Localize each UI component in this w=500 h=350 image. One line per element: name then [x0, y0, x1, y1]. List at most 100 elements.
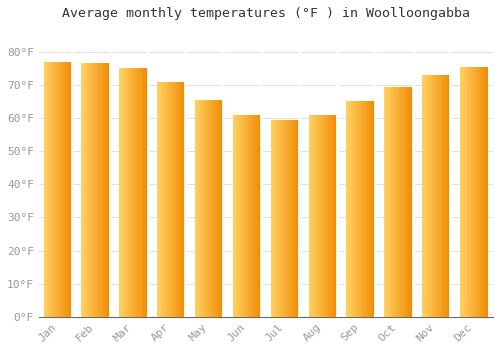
Bar [174, 82, 176, 317]
Bar [204, 100, 205, 317]
Bar [166, 82, 167, 317]
Bar [233, 115, 234, 317]
Bar [176, 82, 177, 317]
Bar [260, 115, 261, 317]
Bar [480, 67, 481, 317]
Bar [434, 75, 435, 317]
Bar [472, 67, 474, 317]
Bar [134, 68, 135, 317]
Bar [442, 75, 444, 317]
Bar [460, 67, 462, 317]
Bar [256, 115, 257, 317]
Bar [104, 63, 106, 317]
Bar [94, 63, 96, 317]
Bar [199, 100, 200, 317]
Bar [254, 115, 256, 317]
Bar [124, 68, 125, 317]
Bar [163, 82, 164, 317]
Bar [48, 62, 49, 317]
Bar [332, 115, 334, 317]
Bar [318, 115, 320, 317]
Bar [463, 67, 464, 317]
Bar [313, 115, 314, 317]
Bar [360, 102, 362, 317]
Bar [370, 102, 372, 317]
Bar [355, 102, 356, 317]
Bar [86, 63, 87, 317]
Bar [70, 62, 72, 317]
Bar [464, 67, 466, 317]
Bar [476, 67, 477, 317]
Bar [467, 67, 468, 317]
Bar [180, 82, 181, 317]
Bar [282, 120, 284, 317]
Bar [354, 102, 355, 317]
Bar [285, 120, 286, 317]
Bar [368, 102, 369, 317]
Bar [258, 115, 260, 317]
Bar [474, 67, 476, 317]
Bar [398, 86, 400, 317]
Bar [167, 82, 168, 317]
Bar [54, 62, 55, 317]
Bar [411, 86, 412, 317]
Bar [270, 120, 272, 317]
Bar [406, 86, 407, 317]
Bar [435, 75, 436, 317]
Bar [106, 63, 107, 317]
Bar [448, 75, 449, 317]
Bar [246, 115, 247, 317]
Bar [349, 102, 350, 317]
Bar [408, 86, 410, 317]
Bar [62, 62, 64, 317]
Bar [286, 120, 288, 317]
Bar [214, 100, 215, 317]
Bar [320, 115, 322, 317]
Bar [210, 100, 212, 317]
Bar [220, 100, 222, 317]
Bar [334, 115, 336, 317]
Bar [396, 86, 397, 317]
Bar [60, 62, 62, 317]
Bar [407, 86, 408, 317]
Bar [317, 115, 318, 317]
Bar [481, 67, 482, 317]
Bar [87, 63, 88, 317]
Bar [84, 63, 86, 317]
Bar [397, 86, 398, 317]
Bar [139, 68, 140, 317]
Bar [146, 68, 148, 317]
Bar [140, 68, 142, 317]
Bar [218, 100, 219, 317]
Bar [182, 82, 184, 317]
Bar [248, 115, 250, 317]
Bar [432, 75, 434, 317]
Bar [289, 120, 290, 317]
Bar [242, 115, 244, 317]
Bar [278, 120, 279, 317]
Bar [348, 102, 349, 317]
Bar [144, 68, 145, 317]
Bar [444, 75, 445, 317]
Bar [122, 68, 124, 317]
Bar [240, 115, 242, 317]
Bar [50, 62, 52, 317]
Bar [129, 68, 130, 317]
Bar [316, 115, 317, 317]
Bar [400, 86, 402, 317]
Bar [44, 62, 45, 317]
Bar [364, 102, 365, 317]
Bar [66, 62, 68, 317]
Bar [107, 63, 108, 317]
Bar [445, 75, 446, 317]
Bar [222, 100, 224, 317]
Bar [58, 62, 59, 317]
Bar [184, 82, 186, 317]
Bar [294, 120, 295, 317]
Bar [487, 67, 488, 317]
Bar [296, 120, 298, 317]
Bar [177, 82, 178, 317]
Bar [392, 86, 394, 317]
Bar [135, 68, 136, 317]
Bar [288, 120, 289, 317]
